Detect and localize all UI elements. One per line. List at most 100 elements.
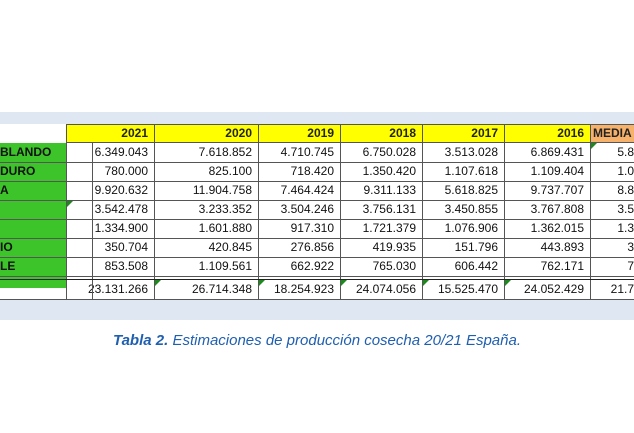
row-label [0, 200, 66, 219]
table-cell: 1.076.906 [444, 221, 498, 235]
header-year-2018: 2018 [389, 126, 416, 140]
table-cell: 8.8 [617, 183, 634, 197]
total-cell: 24.052.429 [523, 282, 584, 296]
table-cell: 3.767.808 [530, 202, 584, 216]
caption-label: Tabla 2. [112, 332, 169, 349]
table-cell: 3 [627, 240, 634, 254]
table-cell: 780.000 [104, 164, 148, 178]
row-label: BLANDO [0, 145, 52, 159]
table-cell: 419.935 [372, 240, 416, 254]
table-cell: 662.922 [290, 259, 334, 273]
table-cell: 1.109.561 [198, 259, 252, 273]
table-cell: 7 [627, 259, 634, 273]
cell-marker-icon [341, 280, 347, 286]
total-cell: 18.254.923 [273, 282, 334, 296]
table-cell: 6.750.028 [362, 145, 416, 159]
column-divider [154, 124, 155, 300]
totals-divider [0, 279, 634, 280]
table-cell: 853.508 [104, 259, 148, 273]
table-cell: 3.504.246 [280, 202, 334, 216]
table-cell: 11.904.758 [192, 183, 252, 197]
row-label [0, 219, 66, 238]
header-year-2021: 2021 [121, 126, 148, 140]
table-cell: 5.618.825 [444, 183, 498, 197]
table-cell: 765.030 [372, 259, 416, 273]
column-divider [92, 143, 93, 300]
media-header-cell [590, 124, 634, 143]
table-cell: 1.601.880 [198, 221, 252, 235]
total-cell: 23.131.266 [87, 282, 148, 296]
table-cell: 6.869.431 [530, 145, 584, 159]
total-cell: 26.714.348 [191, 282, 252, 296]
table-cell: 718.420 [290, 164, 334, 178]
cell-marker-icon [259, 280, 265, 286]
table-cell: 1.3 [617, 221, 634, 235]
table-cell: 151.796 [454, 240, 498, 254]
table-caption: Tabla 2. Estimaciones de producción cose… [0, 332, 634, 349]
header-media: MEDIA [593, 126, 632, 140]
table-cell: 276.856 [290, 240, 334, 254]
table-cell: 1.0 [617, 164, 634, 178]
cell-marker-icon [591, 143, 597, 149]
table-cell: 3.513.028 [444, 145, 498, 159]
spreadsheet-table: 2021 2020 2019 2018 2017 2016 MEDIA BLAN… [0, 124, 634, 300]
table-cell: 9.920.632 [94, 183, 148, 197]
row-divider [0, 238, 634, 239]
caption-text: Estimaciones de producción cosecha 20/21… [168, 332, 522, 349]
row-divider [0, 299, 634, 300]
header-year-2019: 2019 [307, 126, 334, 140]
column-divider [258, 124, 259, 300]
table-cell: 420.845 [208, 240, 252, 254]
table-cell: 1.107.618 [444, 164, 498, 178]
table-cell: 1.721.379 [362, 221, 416, 235]
table-cell: 1.362.015 [530, 221, 584, 235]
row-divider [0, 219, 634, 220]
cell-marker-icon [155, 280, 161, 286]
table-cell: 4.710.745 [280, 145, 334, 159]
table-cell: 5.8 [617, 145, 634, 159]
header-row [66, 124, 590, 143]
table-cell: 6.349.043 [94, 145, 148, 159]
table-cell: 3.542.478 [94, 202, 148, 216]
table-cell: 3.450.855 [444, 202, 498, 216]
row-divider [0, 181, 634, 182]
header-year-2016: 2016 [557, 126, 584, 140]
cell-marker-icon [423, 280, 429, 286]
table-cell: 9.311.133 [363, 183, 417, 197]
cell-marker-icon [67, 201, 73, 207]
table-cell: 606.442 [454, 259, 498, 273]
table-cell: 1.109.404 [530, 164, 584, 178]
table-cell: 9.737.707 [530, 183, 584, 197]
table-cell: 350.704 [104, 240, 148, 254]
total-cell: 24.074.056 [355, 282, 416, 296]
total-cell: 21.7 [610, 282, 634, 296]
table-cell: 762.171 [540, 259, 584, 273]
row-label: IO [0, 240, 13, 254]
column-divider [590, 124, 591, 300]
column-divider [422, 124, 423, 300]
table-cell: 3.233.352 [198, 202, 252, 216]
row-label: DURO [0, 164, 36, 178]
column-divider [66, 124, 67, 300]
row-label: LE [0, 259, 16, 273]
table-cell: 1.334.900 [94, 221, 148, 235]
row-divider [0, 276, 634, 277]
total-cell: 15.525.470 [437, 282, 498, 296]
row-divider [0, 257, 634, 258]
table-cell: 3.756.131 [362, 202, 416, 216]
label-column [0, 143, 66, 288]
table-cell: 7.618.852 [198, 145, 252, 159]
cell-marker-icon [505, 280, 511, 286]
row-label: A [0, 183, 9, 197]
table-cell: 443.893 [540, 240, 584, 254]
table-cell: 1.350.420 [362, 164, 416, 178]
header-year-2020: 2020 [225, 126, 252, 140]
table-cell: 917.310 [290, 221, 334, 235]
header-year-2017: 2017 [471, 126, 498, 140]
table-cell: 825.100 [208, 164, 252, 178]
column-divider [504, 124, 505, 300]
table-cell: 3.5 [617, 202, 634, 216]
row-divider [0, 200, 634, 201]
column-divider [340, 124, 341, 300]
table-cell: 7.464.424 [280, 183, 334, 197]
